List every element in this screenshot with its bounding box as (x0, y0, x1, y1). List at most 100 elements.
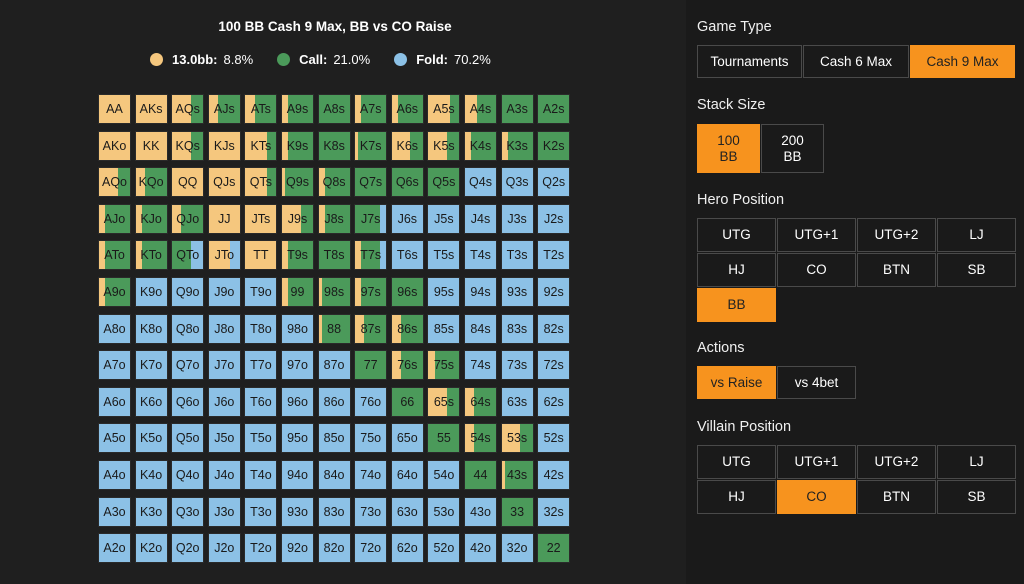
hand-cell-84o[interactable]: 84o (317, 460, 351, 490)
hand-cell-K4o[interactable]: K4o (134, 460, 168, 490)
hand-cell-32o[interactable]: 32o (500, 533, 534, 564)
hand-cell-ATo[interactable]: ATo (98, 240, 131, 271)
hand-cell-87s[interactable]: 87s (354, 313, 388, 344)
hand-cell-T2o[interactable]: T2o (244, 533, 278, 564)
hand-cell-J6s[interactable]: J6s (390, 203, 424, 234)
hand-cell-96o[interactable]: 96o (281, 386, 314, 417)
hand-cell-KTs[interactable]: KTs (244, 130, 278, 161)
villain-position-co-button[interactable]: CO (777, 480, 856, 514)
hand-cell-83s[interactable]: 83s (500, 313, 534, 344)
hand-cell-72s[interactable]: 72s (537, 350, 571, 381)
hand-cell-JTo[interactable]: JTo (207, 240, 241, 271)
hand-cell-J3o[interactable]: J3o (207, 496, 241, 527)
hand-cell-97o[interactable]: 97o (281, 350, 314, 381)
hand-cell-62s[interactable]: 62s (537, 386, 571, 417)
hand-cell-76s[interactable]: 76s (390, 350, 424, 381)
hand-cell-QTs[interactable]: QTs (244, 167, 278, 198)
hand-cell-J7o[interactable]: J7o (207, 350, 241, 381)
villain-position-btn-button[interactable]: BTN (857, 480, 936, 514)
game-type-cash-9-max-button[interactable]: Cash 9 Max (910, 45, 1015, 78)
hand-cell-T7o[interactable]: T7o (244, 350, 278, 381)
hand-cell-T6o[interactable]: T6o (244, 386, 278, 417)
hand-cell-75o[interactable]: 75o (354, 423, 388, 454)
hand-cell-44[interactable]: 44 (464, 460, 497, 490)
hand-cell-A5o[interactable]: A5o (98, 423, 131, 454)
hand-cell-82o[interactable]: 82o (317, 533, 351, 564)
hand-cell-65o[interactable]: 65o (390, 423, 424, 454)
hand-cell-AJs[interactable]: AJs (207, 94, 241, 124)
hand-cell-K9s[interactable]: K9s (281, 130, 314, 161)
hand-cell-43s[interactable]: 43s (500, 460, 534, 490)
stack-size-100-bb-button[interactable]: 100 BB (697, 124, 760, 173)
game-type-tournaments-button[interactable]: Tournaments (697, 45, 802, 78)
hand-cell-93o[interactable]: 93o (281, 496, 314, 527)
hand-cell-97s[interactable]: 97s (354, 277, 388, 307)
hand-cell-33[interactable]: 33 (500, 496, 534, 527)
hand-cell-A9o[interactable]: A9o (98, 277, 131, 307)
hand-cell-52s[interactable]: 52s (537, 423, 571, 454)
hand-cell-A7s[interactable]: A7s (354, 94, 388, 124)
hand-cell-JTs[interactable]: JTs (244, 203, 278, 234)
hand-cell-J2o[interactable]: J2o (207, 533, 241, 564)
hand-cell-J8o[interactable]: J8o (207, 313, 241, 344)
villain-position-utgplus2-button[interactable]: UTG+2 (857, 445, 936, 479)
hero-position-hj-button[interactable]: HJ (697, 253, 776, 287)
hand-cell-QJs[interactable]: QJs (207, 167, 241, 198)
hand-cell-A6o[interactable]: A6o (98, 386, 131, 417)
hand-cell-J8s[interactable]: J8s (317, 203, 351, 234)
hand-cell-Q7o[interactable]: Q7o (171, 350, 205, 381)
hand-cell-64s[interactable]: 64s (464, 386, 497, 417)
hand-cell-T5o[interactable]: T5o (244, 423, 278, 454)
hand-cell-Q9s[interactable]: Q9s (281, 167, 314, 198)
hand-cell-T6s[interactable]: T6s (390, 240, 424, 271)
hand-cell-K2o[interactable]: K2o (134, 533, 168, 564)
hand-cell-QTo[interactable]: QTo (171, 240, 205, 271)
game-type-cash-6-max-button[interactable]: Cash 6 Max (803, 45, 909, 78)
hand-cell-Q2s[interactable]: Q2s (537, 167, 571, 198)
hand-cell-94s[interactable]: 94s (464, 277, 497, 307)
hand-cell-53s[interactable]: 53s (500, 423, 534, 454)
hand-cell-AKs[interactable]: AKs (134, 94, 168, 124)
hand-cell-T4s[interactable]: T4s (464, 240, 497, 271)
hand-cell-99[interactable]: 99 (281, 277, 314, 307)
hand-cell-A4o[interactable]: A4o (98, 460, 131, 490)
hand-cell-TT[interactable]: TT (244, 240, 278, 271)
hand-cell-A3o[interactable]: A3o (98, 496, 131, 527)
hand-cell-T8o[interactable]: T8o (244, 313, 278, 344)
hand-cell-Q3s[interactable]: Q3s (500, 167, 534, 198)
hand-cell-AKo[interactable]: AKo (98, 130, 131, 161)
hand-cell-88[interactable]: 88 (317, 313, 351, 344)
hand-cell-J2s[interactable]: J2s (537, 203, 571, 234)
villain-position-utgplus1-button[interactable]: UTG+1 (777, 445, 856, 479)
hand-cell-75s[interactable]: 75s (427, 350, 461, 381)
hero-position-btn-button[interactable]: BTN (857, 253, 936, 287)
hand-cell-93s[interactable]: 93s (500, 277, 534, 307)
hand-cell-98s[interactable]: 98s (317, 277, 351, 307)
hand-cell-K6s[interactable]: K6s (390, 130, 424, 161)
hand-cell-73o[interactable]: 73o (354, 496, 388, 527)
action-vs-raise-button[interactable]: vs Raise (697, 366, 776, 399)
hand-cell-J4o[interactable]: J4o (207, 460, 241, 490)
hand-cell-QQ[interactable]: QQ (171, 167, 205, 198)
hero-position-sb-button[interactable]: SB (937, 253, 1016, 287)
hand-cell-J3s[interactable]: J3s (500, 203, 534, 234)
hand-cell-96s[interactable]: 96s (390, 277, 424, 307)
hand-cell-KJs[interactable]: KJs (207, 130, 241, 161)
hand-cell-K8s[interactable]: K8s (317, 130, 351, 161)
hand-cell-64o[interactable]: 64o (390, 460, 424, 490)
hand-cell-42s[interactable]: 42s (537, 460, 571, 490)
hand-cell-J6o[interactable]: J6o (207, 386, 241, 417)
hand-cell-54o[interactable]: 54o (427, 460, 461, 490)
hand-cell-72o[interactable]: 72o (354, 533, 388, 564)
hand-cell-86s[interactable]: 86s (390, 313, 424, 344)
hero-position-co-button[interactable]: CO (777, 253, 856, 287)
hand-cell-K4s[interactable]: K4s (464, 130, 497, 161)
hand-cell-73s[interactable]: 73s (500, 350, 534, 381)
hand-cell-AQs[interactable]: AQs (171, 94, 205, 124)
hand-cell-Q2o[interactable]: Q2o (171, 533, 205, 564)
hand-cell-A7o[interactable]: A7o (98, 350, 131, 381)
hand-cell-55[interactable]: 55 (427, 423, 461, 454)
hand-cell-K5s[interactable]: K5s (427, 130, 461, 161)
hand-cell-54s[interactable]: 54s (464, 423, 497, 454)
hand-cell-43o[interactable]: 43o (464, 496, 497, 527)
